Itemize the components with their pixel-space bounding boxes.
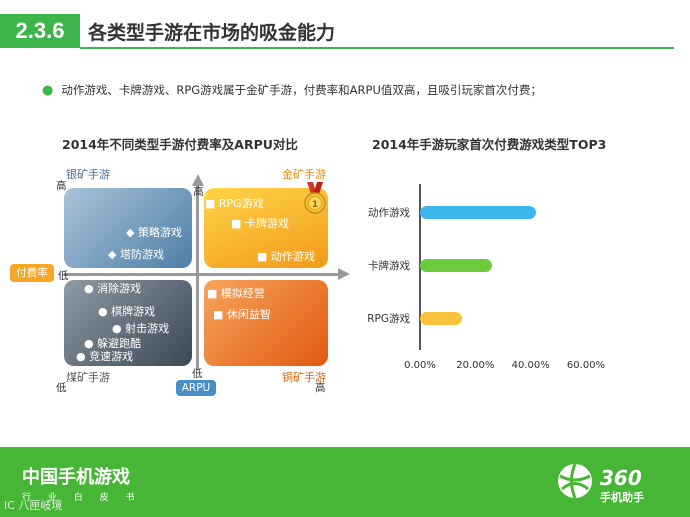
quadrant-item: ● 消除游戏: [84, 282, 142, 295]
y-axis: [196, 186, 199, 370]
bar-category-label: 动作游戏: [368, 207, 410, 219]
quadrant-label-coal: 煤矿手游: [66, 371, 110, 384]
x-tick-label: 60.00%: [566, 360, 606, 371]
quadrant-item: ● 竞速游戏: [76, 350, 134, 363]
quadrant-coal: [64, 280, 192, 366]
y-axis-arrow-icon: [191, 174, 204, 186]
corner-low-label: 低: [56, 382, 67, 394]
quadrant-item: ■ 模拟经营: [207, 287, 265, 300]
header-divider: [80, 47, 674, 49]
watermark: IC 八匣岐境: [4, 499, 63, 512]
section-number: 2.3.6: [0, 14, 80, 48]
bar-category-label: 卡牌游戏: [368, 260, 410, 272]
quadrant-label-copper: 铜矿手游: [282, 371, 326, 384]
quadrant-label-gold: 金矿手游: [282, 168, 326, 181]
quadrant-item: ■ RPG游戏: [205, 197, 264, 210]
gold-medal-icon: 1: [304, 182, 326, 214]
quadrant-item: ◆ 塔防游戏: [108, 248, 164, 261]
quadrant-silver: [64, 188, 192, 268]
vertical-high-label: 高: [192, 186, 204, 197]
bullet-dot-icon: ●: [42, 83, 54, 98]
quadrant-label-silver: 银矿手游: [66, 168, 110, 181]
x-tick-label: 0.00%: [404, 360, 436, 371]
page-title: 各类型手游在市场的吸金能力: [88, 22, 336, 44]
bar: [420, 312, 462, 325]
vertical-low-label: 低: [192, 368, 203, 380]
svg-text:1: 1: [312, 200, 318, 210]
logo-number: 360: [600, 466, 642, 490]
x-axis-arrow-icon: [338, 268, 350, 280]
quadrant-item: ■ 卡牌游戏: [231, 217, 289, 230]
y-axis-title: 付费率: [10, 264, 54, 282]
quadrant-item: ■ 休闲益智: [213, 308, 271, 321]
footer-title: 中国手机游戏: [22, 467, 130, 488]
logo-text: 手机助手: [600, 491, 644, 504]
x-axis-title: ARPU: [176, 380, 216, 396]
x-axis: [64, 273, 340, 276]
quadrant-chart-title: 2014年不同类型手游付费率及ARPU对比: [62, 137, 298, 152]
x-axis-high-label: 高: [315, 382, 326, 394]
bullet-point: ● 动作游戏、卡牌游戏、RPG游戏属于金矿手游，付费率和ARPU值双高，且吸引玩家…: [42, 82, 542, 98]
quadrant-item: ■ 动作游戏: [257, 250, 315, 263]
quadrant-item: ● 躲避跑酷: [84, 337, 142, 350]
y-axis-low-label: 低: [58, 270, 69, 282]
bar-category-label: RPG游戏: [367, 313, 410, 325]
bar: [420, 259, 492, 272]
quadrant-item: ◆ 策略游戏: [126, 226, 182, 239]
x-tick-label: 40.00%: [511, 360, 550, 371]
x-tick-label: 20.00%: [456, 360, 495, 371]
bar: [420, 206, 537, 219]
y-axis-high-label: 高: [56, 180, 67, 192]
bullet-text: 动作游戏、卡牌游戏、RPG游戏属于金矿手游，付费率和ARPU值双高，且吸引玩家首…: [61, 83, 542, 97]
quadrant-item: ● 射击游戏: [112, 322, 170, 335]
quadrant-copper: [204, 280, 328, 366]
basketball-icon: [558, 463, 592, 499]
footer-subtitle: 行 业 白 皮 书: [22, 493, 142, 503]
bar-chart-title: 2014年手游玩家首次付费游戏类型TOP3: [372, 137, 607, 152]
quadrant-item: ● 棋牌游戏: [98, 305, 156, 318]
